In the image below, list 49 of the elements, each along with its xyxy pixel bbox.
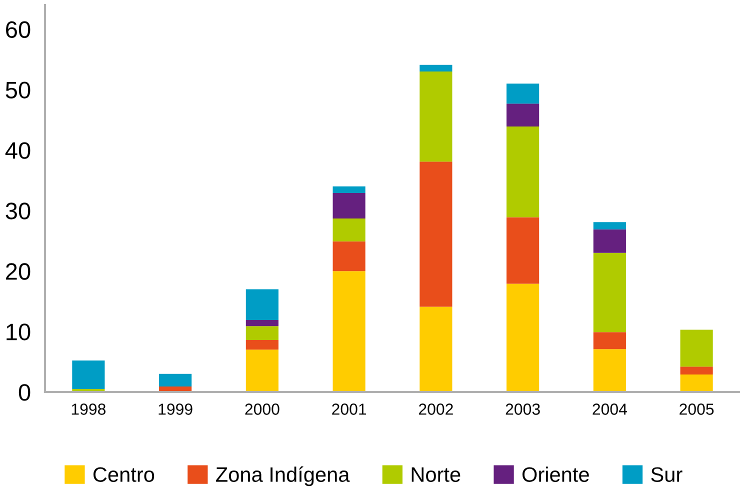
bar <box>246 326 278 340</box>
bar <box>332 186 366 194</box>
legend-label: Norte <box>412 467 460 482</box>
bar <box>246 340 278 350</box>
bar <box>332 218 366 242</box>
y-tick-label: 20 <box>6 263 30 280</box>
y-tick-label: 40 <box>5 142 30 159</box>
x-tick-label: 2003 <box>506 404 540 415</box>
bar <box>246 320 278 326</box>
legend-label: Zona Indígena <box>216 466 350 486</box>
y-tick-label: 50 <box>6 82 30 98</box>
legend-label: Oriente <box>522 466 589 482</box>
bar <box>506 284 540 392</box>
x-tick-label: 1998 <box>72 404 106 415</box>
bar <box>593 332 626 350</box>
x-tick-label: 2005 <box>680 404 714 415</box>
legend-label: Centro <box>93 467 154 482</box>
bar <box>246 350 278 392</box>
y-tick-label: 60 <box>6 21 30 38</box>
bar <box>680 374 713 392</box>
x-tick-label: 2004 <box>592 404 627 415</box>
bar <box>506 217 540 284</box>
legend-label: Sur <box>651 467 682 482</box>
bar <box>506 126 540 218</box>
bar <box>420 162 452 307</box>
x-tick-label: 2000 <box>245 404 280 415</box>
bar <box>593 349 626 392</box>
bar <box>593 222 626 230</box>
bar <box>159 374 192 387</box>
y-tick-label: 10 <box>6 324 30 340</box>
bar <box>72 360 105 389</box>
bar <box>420 306 452 392</box>
bar <box>246 289 278 320</box>
bar <box>420 64 452 72</box>
bar <box>680 366 713 374</box>
bar <box>593 229 626 253</box>
bar <box>332 241 366 272</box>
bar <box>332 271 366 392</box>
bar <box>506 84 540 104</box>
bar <box>593 252 626 332</box>
bar <box>332 193 366 218</box>
x-tick-label: 1999 <box>158 404 192 415</box>
y-tick-label: 30 <box>6 202 30 220</box>
bar <box>420 72 452 162</box>
y-tick-label: 0 <box>18 384 30 401</box>
bar <box>680 330 713 367</box>
x-tick-label: 2001 <box>332 404 366 415</box>
x-tick-label: 2002 <box>418 404 453 415</box>
bar <box>506 104 540 127</box>
